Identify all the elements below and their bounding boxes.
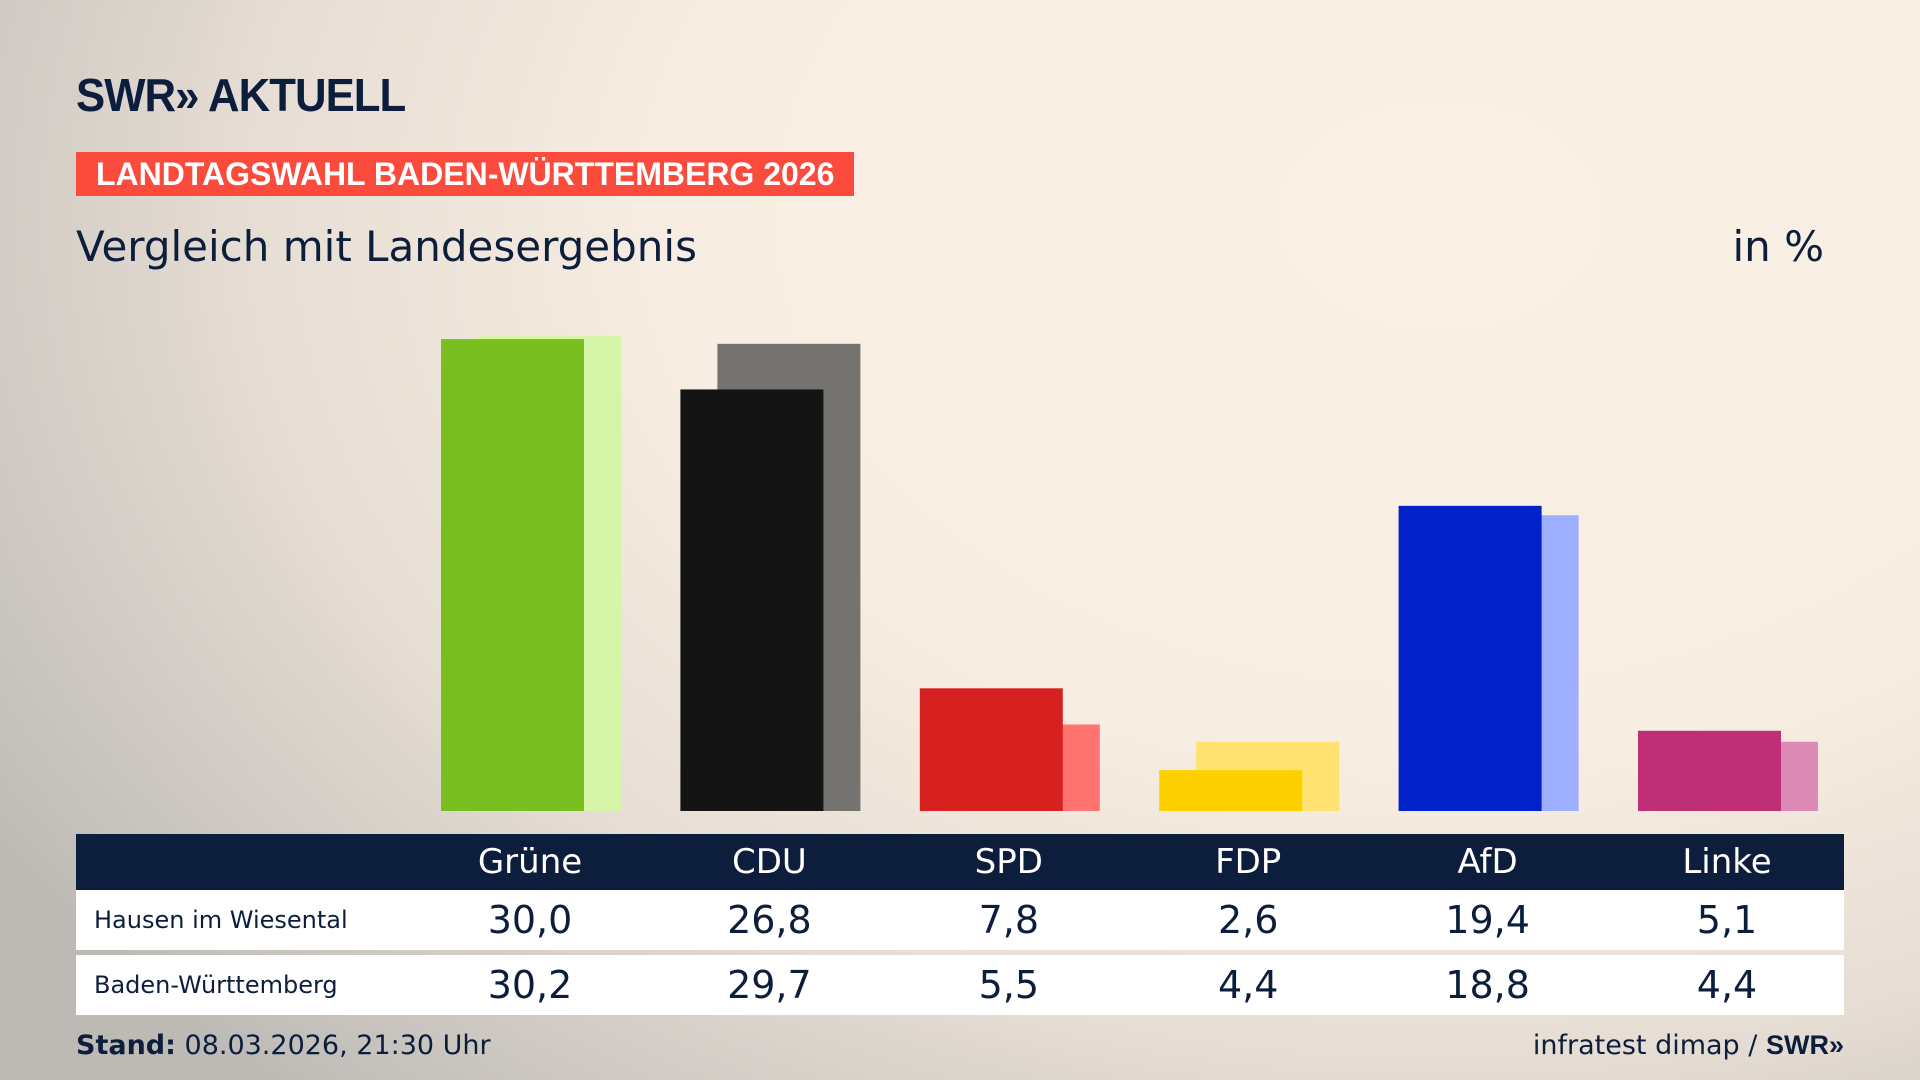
table-row: Baden-Württemberg 30,2 29,7 5,5 4,4 18,8 4,4	[76, 955, 1844, 1015]
source: infratest dimap / SWR»	[1533, 1030, 1844, 1061]
bar-fdp-local	[1159, 770, 1303, 811]
value-cell: 4,4	[1217, 963, 1279, 1007]
value-cell: 18,8	[1445, 963, 1530, 1007]
value-cell: 19,4	[1445, 898, 1530, 942]
value-cell: 29,7	[727, 963, 812, 1007]
chart-subtitle: Vergleich mit Landesergebnis	[76, 222, 697, 271]
bar-afd-local	[1398, 505, 1542, 811]
column-header: SPD	[974, 842, 1043, 882]
column-header: Linke	[1682, 842, 1772, 882]
column-header: Grüne	[477, 842, 583, 882]
column-header: CDU	[731, 842, 807, 882]
bar-cdu-local	[680, 389, 824, 811]
stand-value: 08.03.2026, 21:30 Uhr	[184, 1030, 491, 1061]
stand-label: Stand:	[76, 1030, 176, 1061]
value-cell: 26,8	[727, 898, 812, 942]
value-cell: 5,5	[978, 963, 1040, 1007]
column-header: FDP	[1215, 842, 1282, 882]
table-header: Grüne CDU SPD FDP AfD Linke	[76, 834, 1844, 890]
timestamp: Stand: 08.03.2026, 21:30 Uhr	[76, 1030, 491, 1061]
bar-grüne-local	[441, 339, 584, 811]
election-banner: LANDTAGSWAHL BADEN-WÜRTTEMBERG 2026	[76, 152, 855, 196]
bar-spd-local	[919, 688, 1063, 811]
value-cell: 4,4	[1696, 963, 1758, 1007]
table-row: Hausen im Wiesental 30,0 26,8 7,8 2,6 19,4 5,…	[76, 890, 1844, 950]
value-cell: 7,8	[978, 898, 1040, 942]
swr-logo: SWR»	[1765, 1030, 1844, 1060]
value-cell: 30,2	[487, 963, 573, 1007]
column-header: AfD	[1457, 842, 1518, 882]
swr-aktuell-logo: SWR» AKTUELL	[76, 69, 406, 121]
bar-linke-local	[1638, 730, 1781, 811]
value-cell: 30,0	[487, 898, 573, 942]
unit-label: in %	[1732, 222, 1824, 271]
value-cell: 2,6	[1217, 898, 1279, 942]
source-text: infratest dimap /	[1532, 1030, 1758, 1061]
row-label: Baden-Württemberg	[94, 971, 338, 999]
row-label: Hausen im Wiesental	[94, 906, 348, 934]
value-cell: 5,1	[1696, 898, 1758, 942]
